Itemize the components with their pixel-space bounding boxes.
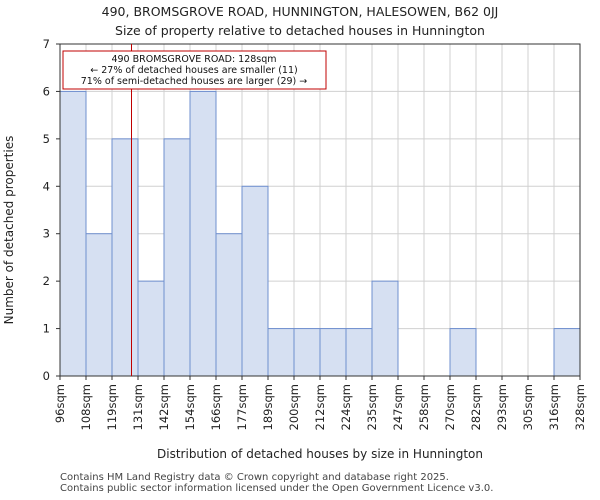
y-tick-label: 6	[43, 84, 50, 98]
annotation-box: 490 BROMSGROVE ROAD: 128sqm ← 27% of det…	[62, 50, 327, 90]
x-tick-label: 316sqm	[547, 384, 561, 430]
x-tick-label: 166sqm	[209, 384, 223, 430]
x-tick-label: 270sqm	[443, 384, 457, 430]
x-tick-label: 177sqm	[235, 384, 249, 430]
footer-line-2: Contains public sector information licen…	[60, 483, 494, 494]
x-tick-label: 131sqm	[131, 384, 145, 430]
bar	[111, 138, 139, 377]
bar	[267, 328, 295, 377]
x-tick-label: 108sqm	[79, 384, 93, 430]
bar	[241, 185, 269, 377]
bar	[163, 138, 191, 377]
annotation-line-3: 71% of semi-detached houses are larger (…	[81, 76, 308, 87]
chart-subtitle: Size of property relative to detached ho…	[115, 23, 485, 38]
bar	[189, 90, 217, 377]
x-tick-label: 96sqm	[53, 384, 67, 423]
x-tick-label: 142sqm	[157, 384, 171, 430]
bar	[85, 233, 113, 377]
annotation-line-1: 490 BROMSGROVE ROAD: 128sqm	[111, 54, 276, 65]
bar	[319, 328, 347, 377]
chart-title: 490, BROMSGROVE ROAD, HUNNINGTON, HALESO…	[102, 4, 499, 19]
x-axis: 96sqm 108sqm 119sqm 131sqm 142sqm 154sqm 166sq…	[53, 376, 587, 430]
y-tick-label: 3	[43, 227, 50, 241]
annotation-frame	[62, 50, 327, 90]
bar	[59, 90, 87, 377]
bar	[345, 328, 373, 377]
y-tick-label: 5	[43, 132, 50, 146]
bars	[59, 90, 581, 377]
x-tick-label: 293sqm	[495, 384, 509, 430]
bar	[215, 233, 243, 377]
x-tick-label: 282sqm	[469, 384, 483, 430]
y-tick-label: 4	[43, 179, 50, 193]
x-tick-label: 258sqm	[417, 384, 431, 430]
y-axis: 0 1 2 3 4 5 6 7	[43, 37, 60, 383]
bar	[553, 328, 581, 377]
x-tick-label: 247sqm	[391, 384, 405, 430]
bar	[371, 280, 399, 377]
annotation-line-2: ← 27% of detached houses are smaller (11…	[90, 65, 297, 76]
x-tick-label: 212sqm	[313, 384, 327, 430]
bar	[449, 328, 477, 377]
y-tick-label: 7	[43, 37, 50, 51]
x-axis-label: Distribution of detached houses by size …	[157, 447, 483, 461]
y-tick-label: 1	[43, 322, 50, 336]
x-tick-label: 200sqm	[287, 384, 301, 430]
x-tick-label: 305sqm	[521, 384, 535, 430]
x-tick-label: 328sqm	[573, 384, 587, 430]
footer-line-1: Contains HM Land Registry data © Crown c…	[60, 472, 449, 483]
x-tick-label: 154sqm	[183, 384, 197, 430]
y-tick-label: 0	[43, 369, 50, 383]
bar	[293, 328, 321, 377]
x-tick-label: 224sqm	[339, 384, 353, 430]
bar	[137, 280, 165, 377]
y-axis-label: Number of detached properties	[2, 136, 16, 325]
x-tick-label: 119sqm	[105, 384, 119, 430]
x-tick-label: 235sqm	[365, 384, 379, 430]
x-tick-label: 189sqm	[261, 384, 275, 430]
y-tick-label: 2	[43, 274, 50, 288]
